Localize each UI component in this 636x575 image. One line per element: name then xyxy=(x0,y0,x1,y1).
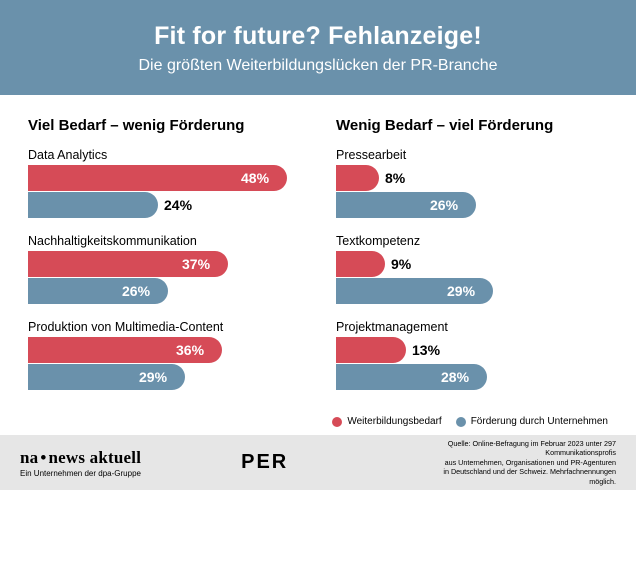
bar-need xyxy=(336,165,379,191)
bar-group: Textkompetenz 9% 29% xyxy=(336,234,608,304)
header-subtitle: Die größten Weiterbildungslücken der PR-… xyxy=(10,57,626,75)
brand-na-b: news aktuell xyxy=(49,448,142,467)
bar-value-need: 9% xyxy=(391,256,411,272)
legend-item-need: Weiterbildungsbedarf xyxy=(332,416,441,427)
source-line-3: in Deutschland und der Schweiz. Mehrfach… xyxy=(416,467,616,486)
bar-wrap-need: 9% xyxy=(336,251,608,277)
bar-wrap-need: 37% xyxy=(28,251,300,277)
bar-value-support: 28% xyxy=(441,369,469,385)
bar-value-support: 26% xyxy=(430,197,458,213)
column-left-title: Viel Bedarf – wenig Förderung xyxy=(28,117,300,134)
legend: Weiterbildungsbedarf Förderung durch Unt… xyxy=(0,414,636,435)
brand-per: PER xyxy=(241,451,288,474)
column-right-groups: Pressearbeit 8% 26% Textkompetenz 9% 29% Proje… xyxy=(336,148,608,390)
column-right-title: Wenig Bedarf – viel Förderung xyxy=(336,117,608,134)
legend-dot-need xyxy=(332,417,342,427)
footer: na•news aktuell Ein Unternehmen der dpa-… xyxy=(0,435,636,490)
brand-dot-icon: • xyxy=(38,448,48,467)
group-label: Nachhaltigkeitskommunikation xyxy=(28,234,300,248)
legend-label-support: Förderung durch Unternehmen xyxy=(471,416,608,427)
source-line-2: aus Unternehmen, Organisationen und PR-A… xyxy=(416,458,616,467)
group-label: Produktion von Multimedia-Content xyxy=(28,320,300,334)
bar-wrap-need: 13% xyxy=(336,337,608,363)
bar-wrap-support: 29% xyxy=(28,364,300,390)
bar-group: Produktion von Multimedia-Content 36% 29% xyxy=(28,320,300,390)
header: Fit for future? Fehlanzeige! Die größten… xyxy=(0,0,636,95)
bar-wrap-need: 8% xyxy=(336,165,608,191)
bar-need xyxy=(336,337,406,363)
chart-area: Viel Bedarf – wenig Förderung Data Analy… xyxy=(0,95,636,414)
bar-value-support: 26% xyxy=(122,283,150,299)
brand-na-a: na xyxy=(20,448,38,467)
group-label: Data Analytics xyxy=(28,148,300,162)
bar-wrap-need: 36% xyxy=(28,337,300,363)
bar-wrap-support: 26% xyxy=(336,192,608,218)
bar-value-support: 24% xyxy=(164,197,192,213)
bar-value-need: 36% xyxy=(176,342,204,358)
brand-news-aktuell: na•news aktuell xyxy=(20,448,141,468)
brand-sub: Ein Unternehmen der dpa-Gruppe xyxy=(20,469,141,478)
bar-wrap-support: 28% xyxy=(336,364,608,390)
column-left-groups: Data Analytics 48% 24% Nachhaltigkeitskommu… xyxy=(28,148,300,390)
legend-label-need: Weiterbildungsbedarf xyxy=(347,416,441,427)
bar-wrap-need: 48% xyxy=(28,165,300,191)
group-label: Pressearbeit xyxy=(336,148,608,162)
bar-value-need: 13% xyxy=(412,342,440,358)
bar-group: Projektmanagement 13%28% xyxy=(336,320,608,390)
legend-item-support: Förderung durch Unternehmen xyxy=(456,416,608,427)
column-left: Viel Bedarf – wenig Förderung Data Analy… xyxy=(28,117,300,406)
bar-support xyxy=(28,192,158,218)
bar-group: Pressearbeit 8% 26% xyxy=(336,148,608,218)
bar-value-need: 8% xyxy=(385,170,405,186)
bar-wrap-support: 29% xyxy=(336,278,608,304)
header-title: Fit for future? Fehlanzeige! xyxy=(10,22,626,51)
group-label: Textkompetenz xyxy=(336,234,608,248)
bar-wrap-support: 24% xyxy=(28,192,300,218)
bar-value-need: 48% xyxy=(241,170,269,186)
bar-group: Nachhaltigkeitskommunikation 37% 26% xyxy=(28,234,300,304)
source-line-1: Quelle: Online-Befragung im Februar 2023… xyxy=(416,439,616,458)
column-right: Wenig Bedarf – viel Förderung Pressearbe… xyxy=(336,117,608,406)
bar-value-support: 29% xyxy=(139,369,167,385)
bar-value-support: 29% xyxy=(447,283,475,299)
legend-dot-support xyxy=(456,417,466,427)
bar-value-need: 37% xyxy=(182,256,210,272)
group-label: Projektmanagement xyxy=(336,320,608,334)
footer-brand-left: na•news aktuell Ein Unternehmen der dpa-… xyxy=(20,448,141,478)
footer-source: Quelle: Online-Befragung im Februar 2023… xyxy=(416,439,616,486)
bar-wrap-support: 26% xyxy=(28,278,300,304)
bar-group: Data Analytics 48% 24% xyxy=(28,148,300,218)
bar-need xyxy=(336,251,385,277)
